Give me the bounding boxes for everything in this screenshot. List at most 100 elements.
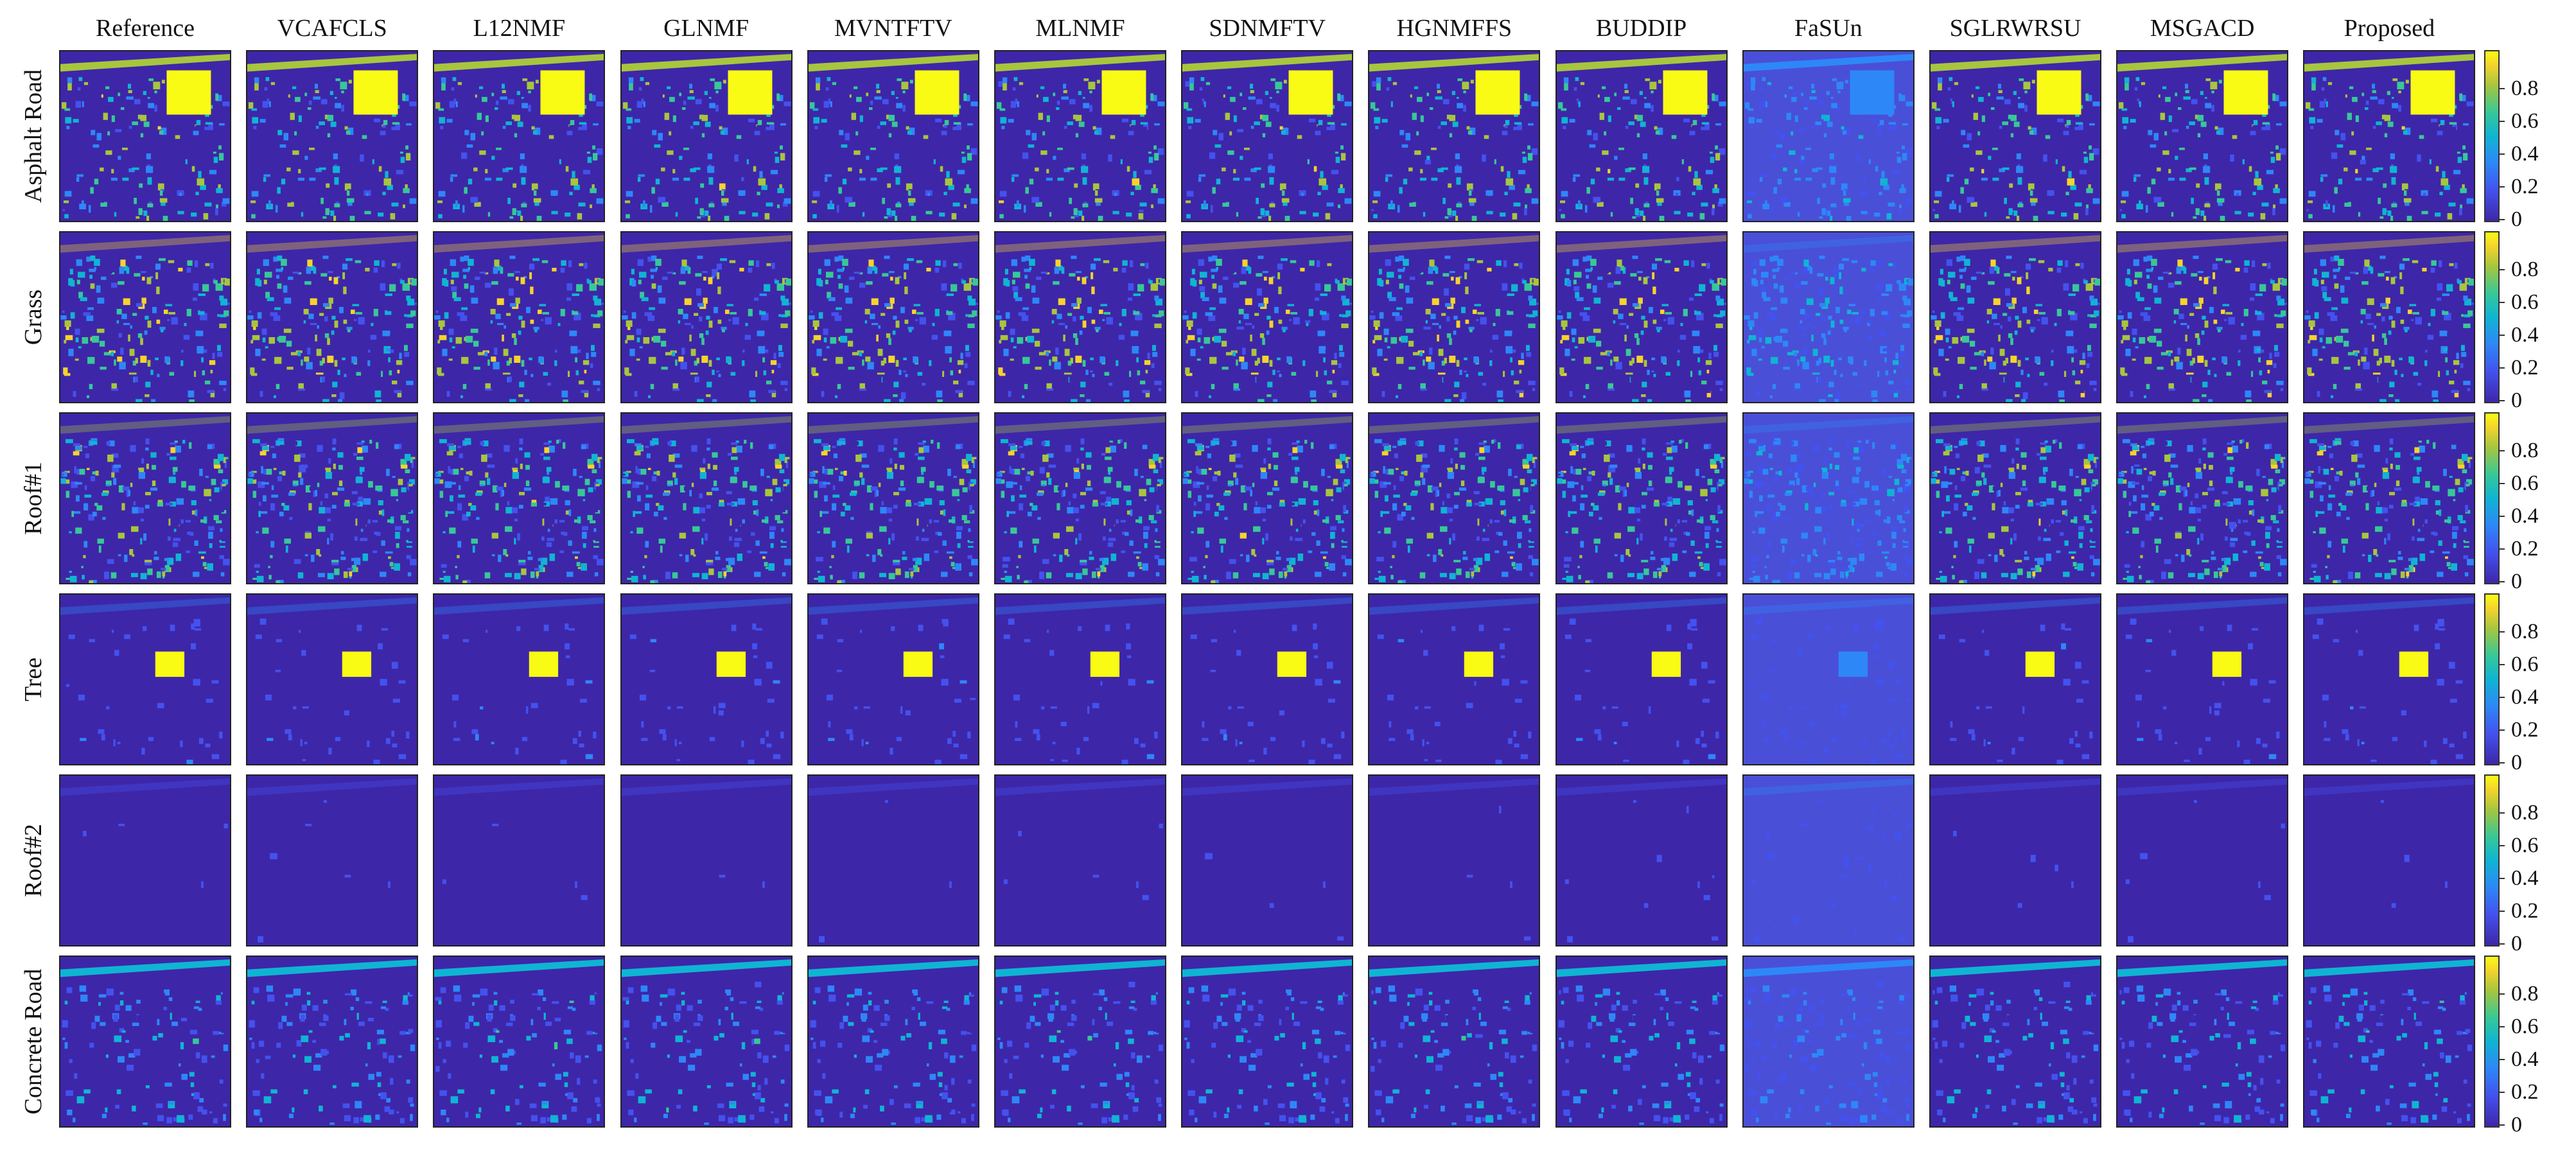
colorbar-tick-label: 0.8 [2500,439,2539,463]
abundance-map-panel [246,956,419,1128]
abundance-map-panel [620,412,793,584]
abundance-map-panel [1181,412,1354,584]
colorbar-tick-label: 0.4 [2500,866,2539,891]
colorbar-tick-label: 0.8 [2500,257,2539,282]
colorbar-tick-label: 0.8 [2500,801,2539,825]
abundance-map-panel [246,593,419,765]
abundance-map-panel [59,956,231,1128]
colorbar-tick-label: 0.2 [2500,175,2539,199]
abundance-map-panel [246,774,419,947]
abundance-map-panel [994,593,1166,765]
abundance-map-panel [59,774,231,947]
colorbar-tick-label: 0.4 [2500,504,2539,528]
column-title: MVNTFTV [834,15,952,42]
abundance-map-panel [59,593,231,765]
abundance-map-panel [807,956,979,1128]
abundance-map-panel [620,774,793,947]
abundance-map-panel [1742,231,1914,403]
colorbar-tick-label: 0.2 [2500,537,2539,561]
abundance-map-panel [994,774,1166,947]
abundance-map-panel [994,956,1166,1128]
abundance-map-panel [2303,774,2476,947]
abundance-map-panel [246,231,419,403]
abundance-map-panel [1368,774,1541,947]
column-title: MLNMF [1035,15,1125,42]
column-title: HGNMFFS [1396,15,1512,42]
colorbar-tick-label: 0.8 [2500,76,2539,101]
abundance-map-panel [59,412,231,584]
abundance-map-panel [1555,50,1728,222]
colorbar-tick-label: 0.6 [2500,652,2539,677]
abundance-map-panel [807,774,979,947]
abundance-map-panel [1368,231,1541,403]
abundance-map-panel [1929,593,2101,765]
abundance-map-panel [1929,231,2101,403]
colorbar-tick-label: 0.4 [2500,685,2539,710]
abundance-map-panel [2303,593,2476,765]
column-title: FaSUn [1794,15,1862,42]
colorbar-tick-label: 0.6 [2500,1015,2539,1039]
column-title: SDNMFTV [1209,15,1326,42]
colorbar-tick-label: 0.2 [2500,356,2539,380]
abundance-map-panel [1742,593,1914,765]
colorbar-tick-label: 0.8 [2500,620,2539,644]
abundance-map-panel [1929,774,2101,947]
colorbar [2484,231,2500,403]
abundance-map-panel [1368,956,1541,1128]
abundance-map-panel [1368,50,1541,222]
column-title: Reference [96,15,195,42]
colorbar [2484,956,2500,1128]
colorbar-tick-label: 0.6 [2500,109,2539,134]
abundance-map-panel [1181,774,1354,947]
colorbar [2484,774,2500,947]
abundance-map-panel [1368,593,1541,765]
column-title: MSGACD [2150,15,2255,42]
abundance-map-panel [59,231,231,403]
colorbar-tick-label: 0.4 [2500,323,2539,347]
colorbar-tick-label: 0 [2500,1113,2522,1137]
abundance-map-panel [1555,956,1728,1128]
colorbar-tick-label: 0.2 [2500,1080,2539,1104]
column-title: Proposed [2344,15,2435,42]
colorbar-tick-label: 0.4 [2500,142,2539,166]
abundance-map-panel [994,412,1166,584]
abundance-map-panel [1181,50,1354,222]
abundance-map-panel [433,231,606,403]
colorbar-tick-label: 0 [2500,932,2522,956]
abundance-map-panel [2116,593,2289,765]
abundance-map-panel [1929,412,2101,584]
colorbar-tick-label: 0.6 [2500,833,2539,858]
colorbar [2484,412,2500,584]
abundance-map-panel [1181,231,1354,403]
abundance-map-panel [433,412,606,584]
abundance-map-panel [433,956,606,1128]
abundance-map-panel [2116,956,2289,1128]
colorbar-tick-label: 0 [2500,751,2522,774]
abundance-map-panel [1555,412,1728,584]
colorbar [2484,593,2500,765]
abundance-map-panel [2116,774,2289,947]
colorbar-tick-label: 0 [2500,570,2522,593]
abundance-map-panel [620,593,793,765]
abundance-map-panel [2116,50,2289,222]
abundance-map-panel [620,231,793,403]
abundance-map-panel [2303,231,2476,403]
abundance-map-panel [2303,956,2476,1128]
abundance-map-panel [807,50,979,222]
column-title: BUDDIP [1595,15,1687,42]
abundance-map-panel [1555,593,1728,765]
abundance-map-panel [1368,412,1541,584]
abundance-map-panel [620,50,793,222]
abundance-map-panel [59,50,231,222]
abundance-map-panel [246,50,419,222]
colorbar-tick-label: 0.2 [2500,718,2539,742]
abundance-map-panel [2116,412,2289,584]
colorbar-tick-label: 0.6 [2500,290,2539,315]
abundance-map-panel [1742,50,1914,222]
abundance-map-panel [1929,50,2101,222]
abundance-map-panel [807,593,979,765]
abundance-map-panel [246,412,419,584]
abundance-map-panel [2303,412,2476,584]
abundance-map-panel [994,231,1166,403]
